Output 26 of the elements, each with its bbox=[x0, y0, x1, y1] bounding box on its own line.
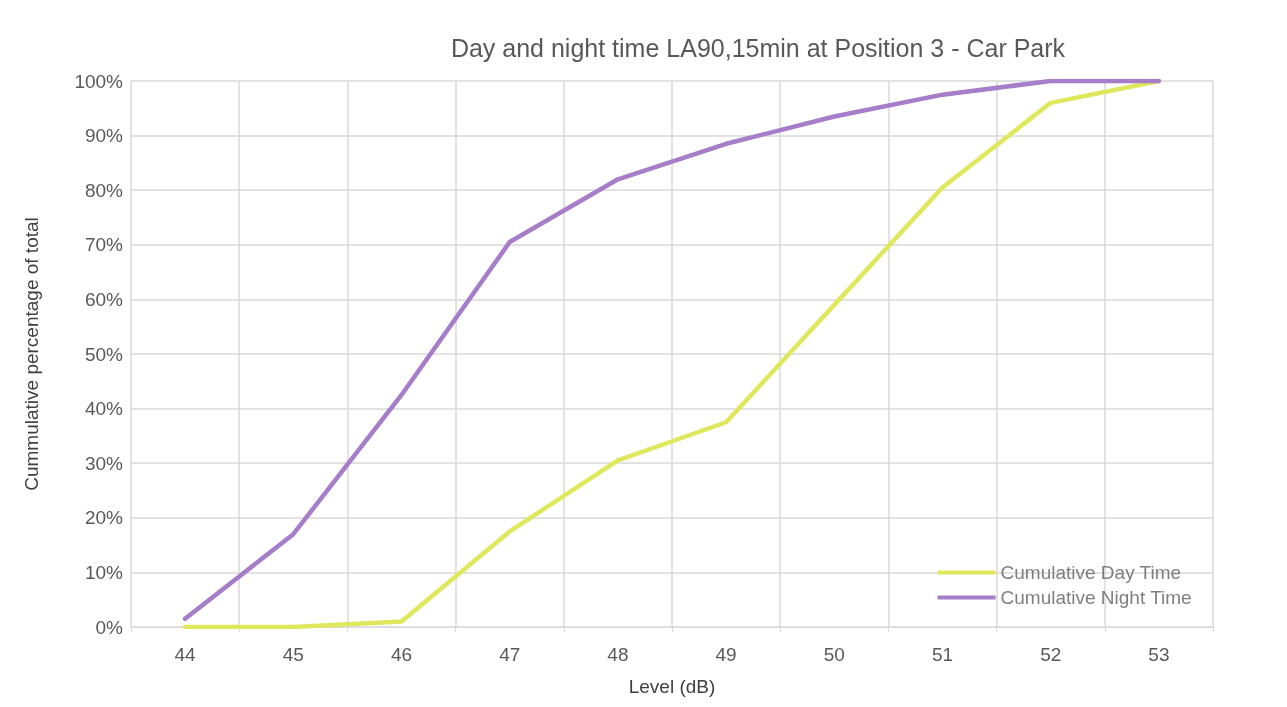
y-tick-label: 80% bbox=[84, 179, 124, 201]
y-tick-label: 70% bbox=[84, 234, 124, 256]
y-tick-label: 10% bbox=[84, 561, 124, 583]
x-tick-label: 46 bbox=[390, 644, 413, 665]
x-tick-label: 50 bbox=[823, 644, 845, 665]
y-tick-label: 0% bbox=[95, 616, 124, 638]
x-tick-label: 53 bbox=[1148, 644, 1170, 665]
legend-label: Cumulative Night Time bbox=[1000, 587, 1192, 608]
x-tick-label: 49 bbox=[715, 644, 737, 665]
y-tick-label: 30% bbox=[84, 452, 124, 474]
y-tick-label: 50% bbox=[84, 343, 124, 365]
legend-label: Cumulative Day Time bbox=[1000, 562, 1182, 583]
y-axis-title: Cummulative percentage of total bbox=[21, 217, 42, 491]
x-tick-label: 52 bbox=[1040, 644, 1062, 665]
x-tick-label: 47 bbox=[499, 644, 521, 665]
y-tick-label: 90% bbox=[84, 125, 124, 147]
x-tick-label: 48 bbox=[607, 644, 629, 665]
x-tick-label: 44 bbox=[174, 644, 197, 665]
x-tick-label: 45 bbox=[282, 644, 304, 665]
y-tick-label: 100% bbox=[74, 70, 124, 92]
x-axis-title: Level (dB) bbox=[628, 676, 716, 697]
x-tick-label: 51 bbox=[931, 644, 954, 665]
y-tick-label: 40% bbox=[84, 398, 124, 420]
y-tick-label: 20% bbox=[84, 507, 124, 529]
y-tick-label: 60% bbox=[84, 288, 124, 310]
chart-title: Day and night time LA90,15min at Position 3 - Car Park bbox=[450, 33, 1066, 62]
